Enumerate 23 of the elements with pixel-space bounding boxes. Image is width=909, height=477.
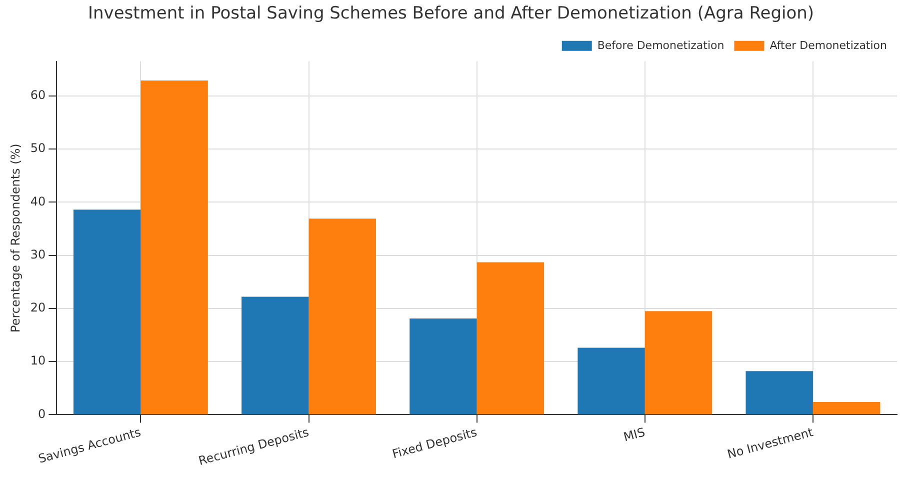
bar xyxy=(73,210,141,414)
bar xyxy=(812,402,880,414)
y-tick-label: 0 xyxy=(38,406,46,421)
y-tick-label: 10 xyxy=(30,354,46,368)
bar xyxy=(410,318,477,414)
bar xyxy=(140,80,208,414)
y-axis-title: Percentage of Respondents (%) xyxy=(8,144,22,332)
chart-title: Investment in Postal Saving Schemes Before and After Demonetization (Agra Region) xyxy=(88,4,814,24)
y-tick-label: 50 xyxy=(30,141,46,156)
bar xyxy=(746,371,813,414)
x-tick-label: Fixed Deposits xyxy=(390,425,478,462)
bar xyxy=(644,311,712,414)
legend-label: Before Demonetization xyxy=(597,38,724,52)
bar xyxy=(242,296,309,414)
bar xyxy=(308,218,376,414)
bar xyxy=(476,262,544,414)
y-tick-label: 40 xyxy=(30,194,46,208)
x-tick-label: MIS xyxy=(622,425,646,444)
legend-label: After Demonetization xyxy=(770,38,888,52)
bar xyxy=(578,348,645,414)
y-tick-label: 20 xyxy=(30,300,46,315)
y-tick-label: 30 xyxy=(30,247,46,262)
y-tick-label: 60 xyxy=(30,88,46,102)
